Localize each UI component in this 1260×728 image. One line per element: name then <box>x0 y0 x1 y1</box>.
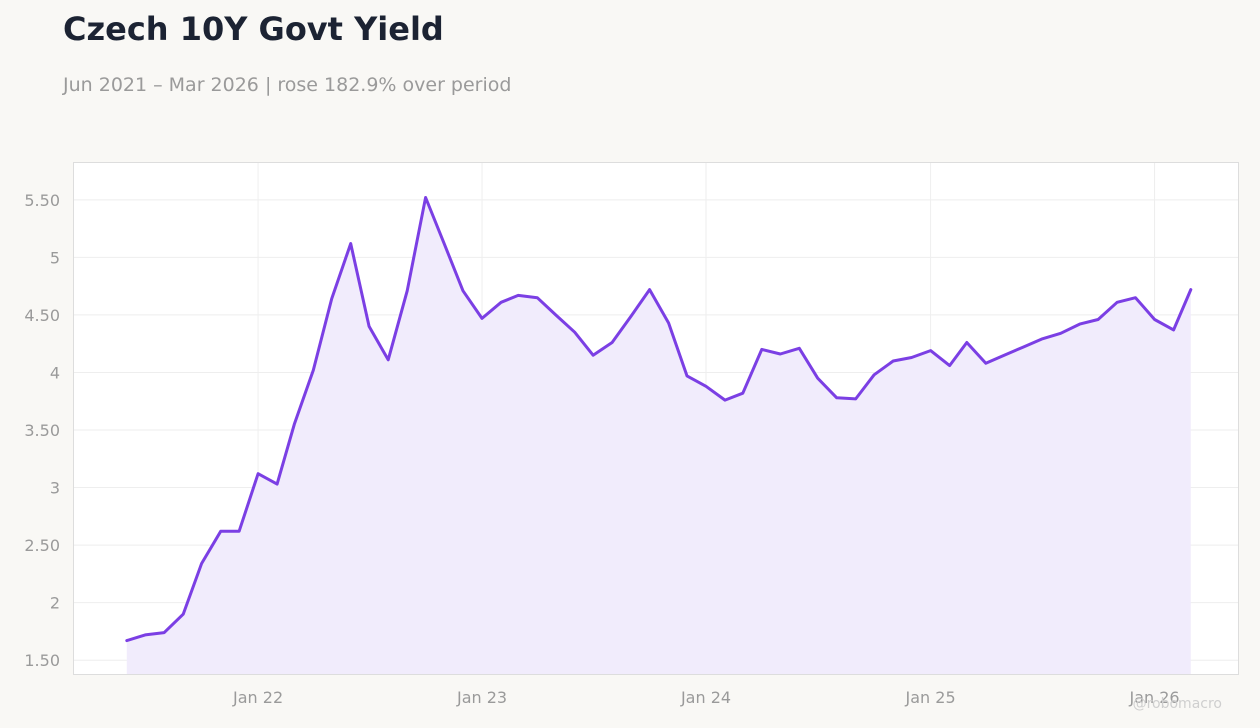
y-axis-ticks: 1.50 2 2.50 3 3.50 4 4.50 5 5.50 <box>24 191 60 670</box>
y-tick-label: 3.50 <box>24 421 60 440</box>
y-tick-label: 2 <box>50 594 60 613</box>
x-tick-label: Jan 22 <box>232 688 283 707</box>
y-tick-label: 4 <box>50 363 60 382</box>
x-axis-ticks: Jan 22 Jan 23 Jan 24 Jan 25 Jan 26 <box>232 688 1180 707</box>
x-tick-label: Jan 25 <box>905 688 956 707</box>
x-tick-label: Jan 26 <box>1128 688 1179 707</box>
watermark: @robomacro <box>1132 696 1222 712</box>
chart-title: Czech 10Y Govt Yield <box>63 10 444 48</box>
y-tick-label: 5.50 <box>24 191 60 210</box>
x-tick-label: Jan 24 <box>680 688 731 707</box>
y-tick-label: 4.50 <box>24 306 60 325</box>
y-tick-label: 1.50 <box>24 651 60 670</box>
chart-subtitle: Jun 2021 – Mar 2026 | rose 182.9% over p… <box>63 74 512 96</box>
y-tick-label: 3 <box>50 479 60 498</box>
yield-area-fill <box>126 197 1191 674</box>
yield-line <box>125 196 1193 643</box>
y-tick-label: 2.50 <box>24 536 60 555</box>
x-tick-label: Jan 23 <box>456 688 507 707</box>
y-tick-label: 5 <box>50 248 60 267</box>
